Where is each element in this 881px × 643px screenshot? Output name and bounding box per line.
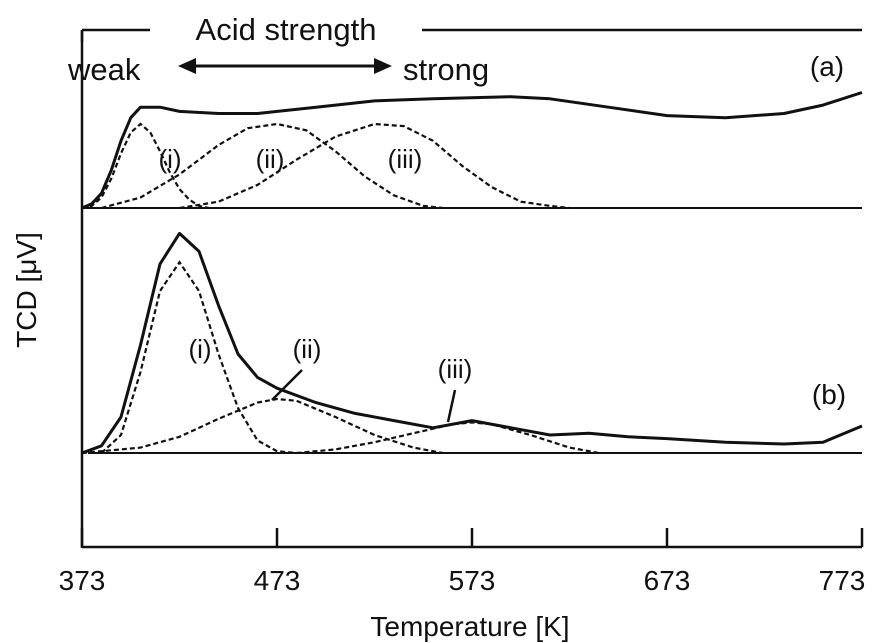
x-tick-label-473: 473 [254,565,301,596]
panel-a-envelope-curve [81,91,863,210]
arrow-head-left-icon [178,58,196,74]
panel-a-peak-i-curve [81,122,210,210]
x-tick-label-673: 673 [644,565,691,596]
panel-b-envelope-curve [81,231,863,455]
panel-b-peak-iii-leader [446,389,457,423]
panel-b-peak-ii-label: (ii) [293,334,322,364]
panel-b-label: (b) [812,379,846,410]
panel-a-peak-ii-label: (ii) [256,144,285,174]
x-tick-label-773: 773 [819,565,866,596]
panel-a-peak-iii-label: (iii) [388,144,423,174]
y-axis-title: TCD [μV] [11,232,42,348]
x-tick-label-373: 373 [59,565,106,596]
x-axis-title: Temperature [K] [370,611,569,642]
strong-label: strong [403,52,489,87]
acid-strength-title: Acid strength [196,12,377,47]
panel-a-peak-ii-curve [101,122,443,210]
panel-b-peak-i-label: (i) [188,334,211,364]
panel-b-peak-iii-label: (iii) [438,354,473,384]
panel-b-peak-ii-leader [271,369,303,401]
arrow-head-right-icon [374,58,392,74]
panel-a-label: (a) [810,51,844,82]
panel-a-peak-i-label: (i) [158,144,181,174]
x-tick-label-573: 573 [449,565,496,596]
panel-b-peak-ii-curve [81,397,443,455]
weak-label: weak [67,52,141,87]
panel-b-peak-iii-curve [296,421,599,455]
panel-a-peak-iii-curve [179,122,570,210]
